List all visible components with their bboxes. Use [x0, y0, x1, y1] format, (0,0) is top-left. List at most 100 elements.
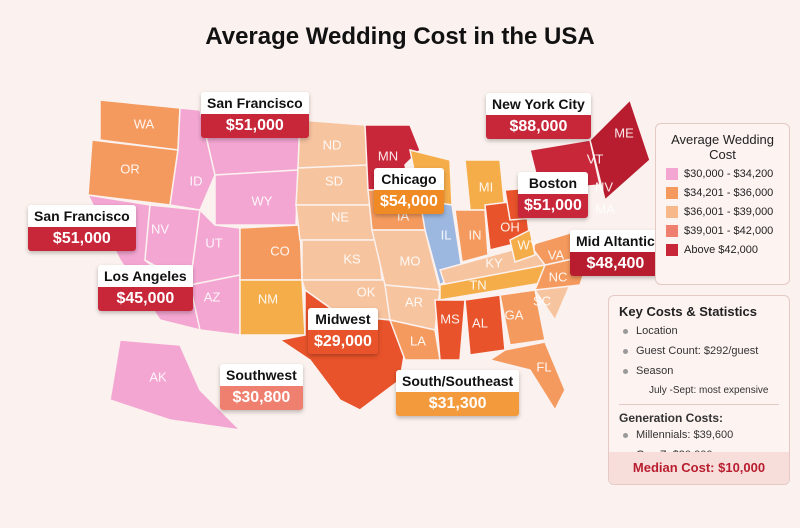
stat-text: Location: [636, 325, 678, 337]
state-label: MS: [440, 311, 460, 326]
state-label: TN: [469, 277, 486, 292]
median: Median Cost: $10,000: [609, 452, 789, 484]
stat-item: Location: [623, 325, 789, 337]
legend-title: Average Wedding Cost: [671, 132, 774, 162]
state-label: IL: [441, 227, 452, 242]
state-label: LA: [410, 333, 426, 348]
legend-swatch: [666, 187, 678, 199]
callout-cost: $88,000: [486, 115, 591, 139]
state-label: MI: [479, 179, 493, 194]
state-label: WY: [518, 237, 539, 252]
callout-city: South/Southeast: [396, 370, 520, 392]
legend-item: $39,001 - $42,000: [666, 225, 789, 237]
state-label: WY: [252, 193, 273, 208]
state-label: FL: [536, 359, 551, 374]
state-label: AK: [149, 369, 167, 384]
callout-cost: $30,800: [220, 386, 303, 410]
callout-cost: $29,000: [308, 330, 378, 354]
state-label: NC: [549, 269, 568, 284]
state-label: OK: [357, 284, 376, 299]
state-label: NE: [331, 209, 349, 224]
bullet: [623, 368, 628, 374]
legend-label: $34,201 - $36,000: [684, 187, 774, 199]
stats-items: Location Guest Count: $292/guest Season: [609, 325, 789, 377]
stat-item: Millennials: $39,600: [623, 429, 789, 441]
state-label: MO: [400, 253, 421, 268]
callout-cost: $45,000: [98, 287, 193, 311]
legend-label: $36,001 - $39,000: [684, 206, 774, 218]
legend-items: $30,000 - $34,200 $34,201 - $36,000 $36,00…: [656, 168, 789, 256]
state-label: OR: [120, 161, 140, 176]
callout-city: Southwest: [220, 364, 303, 386]
state-label: OH: [500, 219, 520, 234]
callout-cost: $51,000: [201, 114, 309, 138]
legend: Average Wedding Cost $30,000 - $34,200 $3…: [655, 123, 790, 285]
callout-city: Los Angeles: [98, 265, 193, 287]
callout: Midwest $29,000: [308, 308, 378, 354]
legend-item: $36,001 - $39,000: [666, 206, 789, 218]
callout-cost: $54,000: [374, 190, 444, 214]
bullet: [623, 328, 628, 334]
stats-note: July -Sept: most expensive: [649, 385, 769, 396]
callout-city: Chicago: [374, 168, 444, 190]
bullet: [623, 432, 628, 438]
callout-city: Boston: [518, 172, 588, 194]
stats: Key Costs & Statistics Location Guest Cou…: [608, 295, 790, 485]
state-label: ND: [323, 137, 342, 152]
callout-cost: $51,000: [518, 194, 588, 218]
legend-swatch: [666, 244, 678, 256]
stat-text: Guest Count: $292/guest: [636, 345, 759, 357]
legend-label: $39,001 - $42,000: [684, 225, 774, 237]
state-label: MA: [595, 201, 615, 216]
callout-city: San Francisco: [28, 205, 136, 227]
legend-item: $34,201 - $36,000: [666, 187, 789, 199]
state-label: AZ: [204, 289, 221, 304]
callout: New York City $88,000: [486, 93, 591, 139]
callout: Southwest $30,800: [220, 364, 303, 410]
callout: South/Southeast $31,300: [396, 370, 520, 416]
legend-swatch: [666, 168, 678, 180]
stats-title: Key Costs & Statistics: [619, 304, 757, 319]
callout-city: New York City: [486, 93, 591, 115]
callout: San Francisco $51,000: [28, 205, 136, 251]
callout-city: San Francisco: [201, 92, 309, 114]
legend-swatch: [666, 206, 678, 218]
callout: Chicago $54,000: [374, 168, 444, 214]
callout-city: Mid Altantic: [570, 230, 661, 252]
state-label: MN: [378, 148, 398, 163]
state-label: NM: [258, 291, 278, 306]
state-label: KY: [485, 255, 503, 270]
legend-label: Above $42,000: [684, 244, 759, 256]
bullet: [623, 348, 628, 354]
state-label: AR: [405, 294, 423, 309]
state-label: NV: [595, 179, 613, 194]
callout-cost: $31,300: [396, 392, 520, 416]
callout-city: Midwest: [308, 308, 378, 330]
state-label: CO: [270, 243, 290, 258]
callout: Boston $51,000: [518, 172, 588, 218]
state-label: SC: [533, 293, 551, 308]
callout-cost: $48,400: [570, 252, 661, 276]
legend-item: $30,000 - $34,200: [666, 168, 789, 180]
callout: Mid Altantic $48,400: [570, 230, 661, 276]
state-label: VT: [587, 151, 604, 166]
stat-item: Guest Count: $292/guest: [623, 345, 789, 357]
state-label: WA: [134, 116, 155, 131]
state-label: NV: [151, 221, 169, 236]
state-label: ME: [614, 125, 634, 140]
state-label: GA: [505, 307, 524, 322]
stat-item: Season: [623, 365, 789, 377]
callout: San Francisco $51,000: [201, 92, 309, 138]
callout: Los Angeles $45,000: [98, 265, 193, 311]
stat-text: Season: [636, 365, 674, 377]
title: Average Wedding Cost in the USA: [205, 23, 594, 50]
state-label: IN: [469, 227, 482, 242]
state-label: VA: [548, 247, 565, 262]
state-label: AL: [472, 315, 488, 330]
legend-item: Above $42,000: [666, 244, 789, 256]
legend-label: $30,000 - $34,200: [684, 168, 774, 180]
callout-cost: $51,000: [28, 227, 136, 251]
state-label: KS: [343, 251, 361, 266]
state-label: ID: [190, 173, 203, 188]
